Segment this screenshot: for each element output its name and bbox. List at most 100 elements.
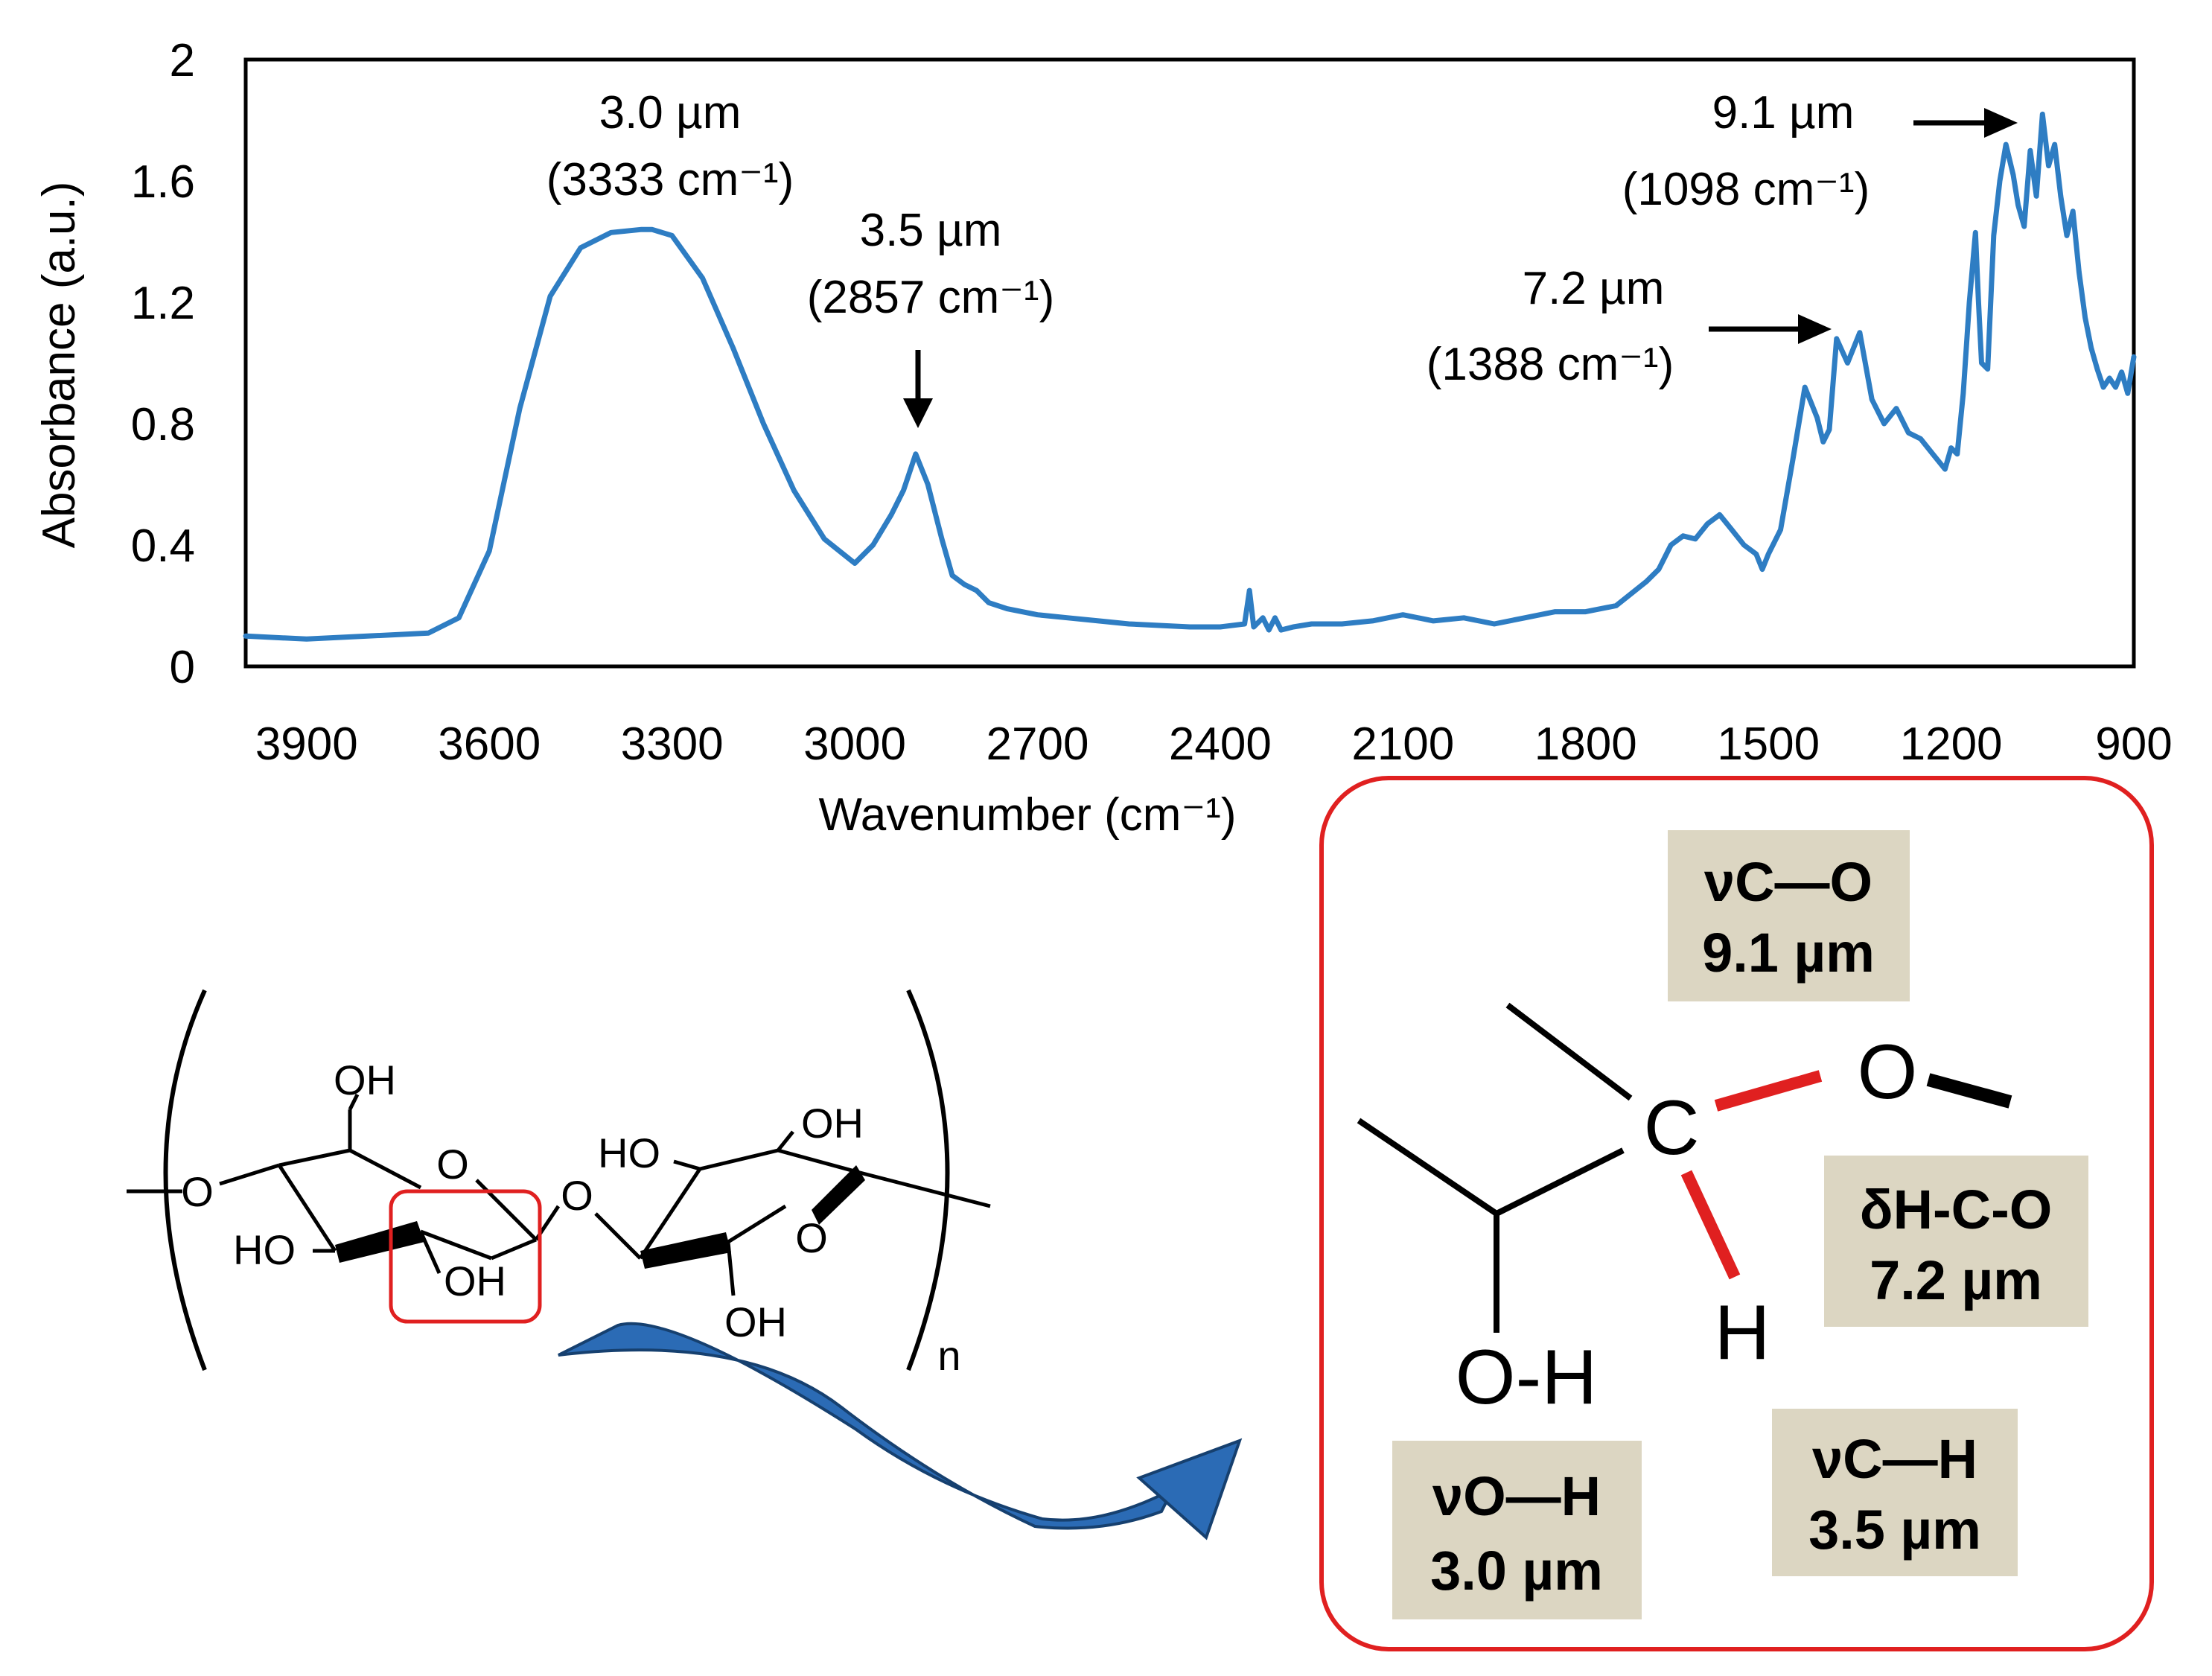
- svg-text:νO—H: νO—H: [1432, 1465, 1601, 1527]
- svg-text:O: O: [795, 1214, 828, 1261]
- svg-text:O: O: [181, 1168, 214, 1215]
- arrow-ch-head: [903, 398, 933, 428]
- x-tick-label: 3300: [621, 718, 724, 770]
- right-bracket: [906, 989, 950, 1371]
- bond: [673, 1159, 701, 1171]
- bond: [348, 1093, 360, 1111]
- y-tick-label: 0.4: [131, 520, 195, 572]
- svg-text:3.0 µm: 3.0 µm: [599, 87, 742, 138]
- label-box-ch: [1772, 1409, 2018, 1576]
- bond: [777, 1130, 794, 1152]
- arrow-co-head: [1984, 108, 2018, 138]
- label-box-hco: [1824, 1156, 2088, 1327]
- cellulose-labels: O OH O HO OH O HO OH O OH n: [181, 1057, 960, 1379]
- svg-text:7.2 µm: 7.2 µm: [1523, 263, 1665, 314]
- y-tick-label: 0.8: [131, 399, 195, 450]
- svg-text:OH: OH: [444, 1258, 506, 1304]
- annotation-peak-hco: 7.2 µm (1388 cm⁻¹): [1427, 263, 1832, 390]
- transition-arrow: [558, 1322, 1243, 1540]
- callout-bonds: [1357, 1002, 2012, 1333]
- annotation-peak-co: 9.1 µm (1098 cm⁻¹): [1622, 87, 2018, 215]
- callout-border: [1319, 776, 2154, 1651]
- highlight-box: [389, 1189, 542, 1324]
- svg-text:OH: OH: [724, 1299, 787, 1345]
- svg-text:(2857 cm⁻¹): (2857 cm⁻¹): [807, 272, 1054, 323]
- x-tick-label: 1500: [1717, 718, 1820, 770]
- svg-text:νC—O: νC—O: [1704, 851, 1872, 913]
- svg-text:O: O: [561, 1172, 593, 1219]
- y-tick-label: 1.2: [131, 278, 195, 329]
- x-axis-ticks: 3900 3600 3300 3000 2700 2400 2100 1800 1500 1200…: [255, 718, 2173, 770]
- x-tick-label: 3000: [803, 718, 906, 770]
- svg-text:HO: HO: [598, 1129, 660, 1176]
- y-axis-ticks: 0 0.4 0.8 1.2 1.6 2: [131, 35, 195, 693]
- callout-panel: νC—O 9.1 µm δH-C-O 7.2 µm νC—H 3.5 µm νO…: [1319, 776, 2154, 1651]
- bond: [219, 1163, 280, 1186]
- highlight-bond-co: [1714, 1070, 1823, 1112]
- bond: [777, 1148, 861, 1175]
- svg-text:O: O: [1858, 1029, 1918, 1115]
- arrow-hco-head: [1798, 314, 1832, 344]
- wedge-bond: [812, 1165, 865, 1225]
- x-tick-label: 900: [2095, 718, 2172, 770]
- x-tick-label: 2700: [987, 718, 1089, 770]
- svg-text:OH: OH: [334, 1057, 396, 1103]
- curved-arrow-icon: [558, 1322, 1176, 1530]
- bond: [277, 1164, 337, 1252]
- svg-text:3.5 µm: 3.5 µm: [1808, 1499, 1981, 1561]
- curved-arrow-head: [1136, 1438, 1243, 1540]
- x-axis-title: Wavenumber (cm⁻¹): [819, 789, 1237, 841]
- svg-text:O: O: [436, 1141, 469, 1188]
- bond: [491, 1237, 537, 1261]
- bond: [475, 1179, 538, 1241]
- y-tick-label: 2: [170, 35, 195, 86]
- svg-text:3.5 µm: 3.5 µm: [860, 205, 1002, 256]
- bond: [699, 1148, 779, 1171]
- bond: [859, 1170, 991, 1208]
- bond: [420, 1229, 492, 1261]
- bond: [727, 1204, 787, 1244]
- x-tick-label: 3900: [255, 718, 358, 770]
- svg-text:H: H: [1714, 1290, 1770, 1376]
- annotation-peak-ch: 3.5 µm (2857 cm⁻¹): [807, 205, 1054, 428]
- x-tick-label: 2100: [1351, 718, 1454, 770]
- svg-text:δH-C-O: δH-C-O: [1860, 1179, 2053, 1240]
- svg-text:n: n: [937, 1332, 960, 1379]
- svg-text:HO: HO: [233, 1226, 296, 1273]
- svg-text:(3333 cm⁻¹): (3333 cm⁻¹): [546, 154, 794, 205]
- svg-text:(1388 cm⁻¹): (1388 cm⁻¹): [1427, 339, 1674, 390]
- y-tick-label: 0: [170, 642, 195, 693]
- x-tick-label: 3600: [438, 718, 541, 770]
- label-box-oh: [1392, 1441, 1642, 1619]
- plot-area-frame: [243, 57, 2136, 669]
- svg-text:OH: OH: [801, 1100, 864, 1147]
- x-tick-label: 1200: [1900, 718, 2003, 770]
- svg-text:9.1 µm: 9.1 µm: [1712, 87, 1855, 138]
- label-box-co: [1668, 830, 1910, 1001]
- x-tick-label: 2400: [1169, 718, 1272, 770]
- bond: [638, 1167, 702, 1260]
- svg-text:νC—H: νC—H: [1812, 1428, 1977, 1490]
- bond: [278, 1148, 351, 1167]
- svg-text:O-H: O-H: [1456, 1334, 1598, 1421]
- svg-text:3.0 µm: 3.0 µm: [1430, 1540, 1603, 1602]
- bond: [348, 1148, 422, 1190]
- wedge-bond: [640, 1232, 731, 1269]
- svg-text:C: C: [1643, 1085, 1699, 1171]
- svg-text:7.2 µm: 7.2 µm: [1870, 1249, 2042, 1311]
- x-tick-label: 1800: [1534, 718, 1637, 770]
- bond: [726, 1241, 736, 1296]
- y-axis-title: Absorbance (a.u.): [34, 182, 85, 549]
- bond: [594, 1212, 642, 1260]
- annotation-peak-oh: 3.0 µm (3333 cm⁻¹): [546, 87, 794, 205]
- svg-text:(1098 cm⁻¹): (1098 cm⁻¹): [1622, 164, 1870, 215]
- spectrum-chart: 3900 3600 3300 3000 2700 2400 2100 1800 1500 1200…: [34, 35, 2173, 841]
- left-bracket: [163, 989, 207, 1371]
- highlight-bond-ch: [1680, 1170, 1741, 1280]
- wedge-bond: [335, 1221, 424, 1263]
- cellulose-structure: [127, 989, 991, 1371]
- svg-text:9.1 µm: 9.1 µm: [1702, 922, 1875, 984]
- y-tick-label: 1.6: [131, 156, 195, 208]
- bond: [418, 1230, 442, 1275]
